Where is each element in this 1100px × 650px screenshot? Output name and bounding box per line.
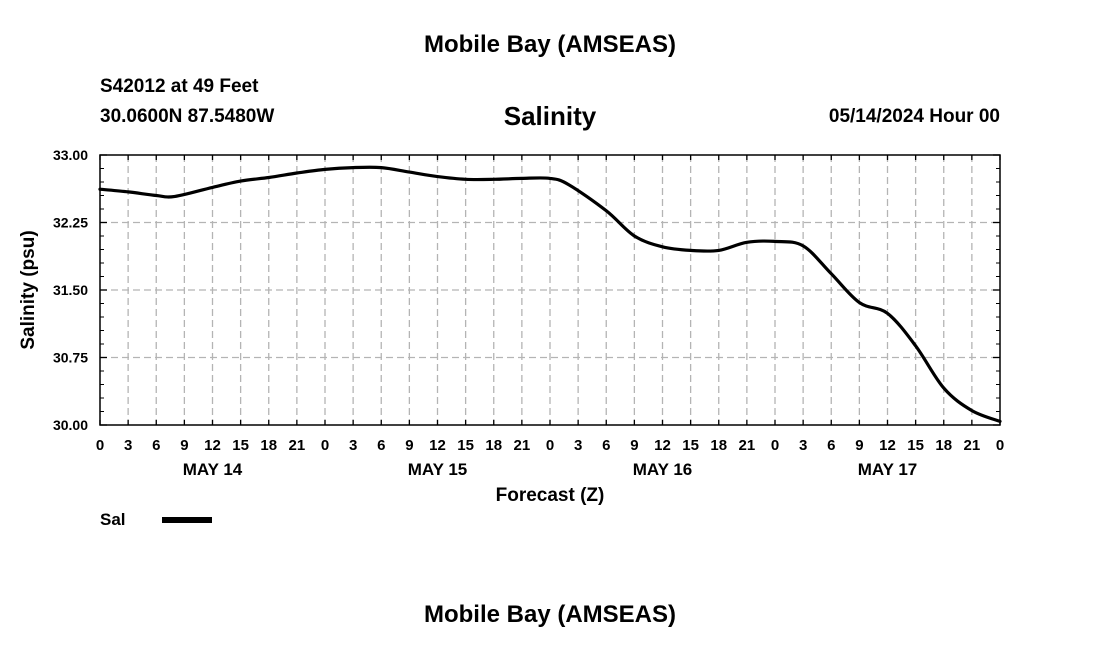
x-tick-label: 15 xyxy=(682,437,699,454)
y-axis-title: Salinity (psu) xyxy=(18,230,39,349)
x-tick-label: 3 xyxy=(124,437,132,454)
x-tick-label: 0 xyxy=(771,437,779,454)
day-label: MAY 16 xyxy=(633,460,693,479)
x-tick-label: 6 xyxy=(827,437,835,454)
x-tick-label: 6 xyxy=(602,437,610,454)
station-label: S42012 at 49 Feet xyxy=(100,76,259,97)
x-tick-label: 21 xyxy=(514,437,531,454)
plot-frame xyxy=(99,154,1001,426)
x-tick-label: 3 xyxy=(574,437,582,454)
y-tick-label: 30.75 xyxy=(53,350,88,366)
x-tick-label: 18 xyxy=(710,437,727,454)
y-tick-label: 31.50 xyxy=(53,282,88,298)
y-tick-label: 30.00 xyxy=(53,417,88,433)
x-tick-label: 6 xyxy=(377,437,385,454)
x-tick-label: 12 xyxy=(654,437,671,454)
y-tick-label: 32.25 xyxy=(53,215,88,231)
x-tick-label: 18 xyxy=(935,437,952,454)
coordinates-label: 30.0600N 87.5480W xyxy=(100,106,275,127)
x-tick-label: 12 xyxy=(879,437,896,454)
x-tick-label: 18 xyxy=(485,437,502,454)
x-tick-label: 6 xyxy=(152,437,160,454)
x-axis-title: Forecast (Z) xyxy=(496,485,605,506)
footer-title: Mobile Bay (AMSEAS) xyxy=(423,601,677,628)
x-tick-label: 21 xyxy=(739,437,756,454)
x-tick-label: 0 xyxy=(321,437,329,454)
x-tick-label: 0 xyxy=(96,437,104,454)
x-tick-label: 0 xyxy=(546,437,554,454)
x-tick-label: 9 xyxy=(180,437,188,454)
day-label: MAY 17 xyxy=(858,460,918,479)
x-tick-label: 12 xyxy=(204,437,221,454)
x-tick-label: 3 xyxy=(349,437,357,454)
chart-title: Salinity xyxy=(503,101,597,131)
x-tick-label: 15 xyxy=(232,437,249,454)
legend-swatch xyxy=(162,517,212,523)
x-tick-label: 12 xyxy=(429,437,446,454)
grid xyxy=(100,155,1000,425)
forecast-datetime: 05/14/2024 Hour 00 xyxy=(828,106,1000,127)
x-tick-label: 15 xyxy=(457,437,474,454)
series-line-sal xyxy=(98,165,1002,423)
day-label: MAY 15 xyxy=(408,460,468,479)
x-tick-label: 0 xyxy=(996,437,1004,454)
x-tick-label: 21 xyxy=(289,437,306,454)
page-title: Mobile Bay (AMSEAS) xyxy=(423,31,677,58)
y-tick-label: 33.00 xyxy=(53,147,88,163)
x-tick-label: 18 xyxy=(260,437,277,454)
x-tick-label: 9 xyxy=(630,437,638,454)
x-tick-label: 21 xyxy=(964,437,981,454)
x-tick-label: 3 xyxy=(799,437,807,454)
x-tick-label: 15 xyxy=(907,437,924,454)
legend-label: Sal xyxy=(100,510,126,529)
x-tick-label: 9 xyxy=(855,437,863,454)
axis-labels: 0 3 6 9 12 15 18 21 0 3 6 9 12 15 18 21 0 3 6 9 12 15 18 21 0 3 6 9… xyxy=(18,147,1004,506)
day-label: MAY 14 xyxy=(183,460,243,479)
x-tick-label: 9 xyxy=(405,437,413,454)
